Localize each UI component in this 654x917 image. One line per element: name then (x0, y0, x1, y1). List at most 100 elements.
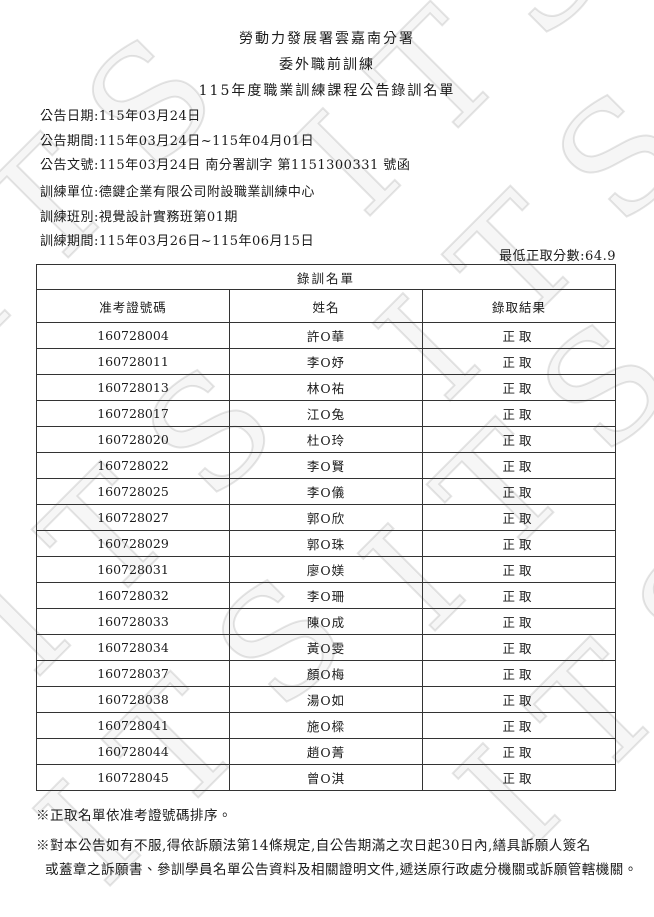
result-cell: 正取 (422, 426, 616, 453)
exam-number-cell: 160728025 (36, 478, 230, 505)
name-cell: 趙O菁 (229, 738, 423, 765)
table-row: 160728004 許O華 正取 (36, 322, 616, 349)
exam-number-cell: 160728038 (36, 686, 230, 713)
name-cell: 林O祐 (229, 374, 423, 401)
result-cell: 正取 (422, 738, 616, 765)
result-cell: 正取 (422, 400, 616, 427)
appeal-note-line2: 或蓋章之訴願書、參訓學員名單公告資料及相關證明文件,遞送原行政處分機關或訴願管轄… (45, 862, 638, 878)
exam-number-cell: 160728013 (36, 374, 230, 401)
admission-roster-table: 錄訓名單 准考證號碼 姓名 錄取結果 160728004 許O華 正取 1607280… (36, 264, 616, 791)
table-caption-row: 錄訓名單 (36, 264, 616, 290)
table-row: 160728037 顏O梅 正取 (36, 660, 616, 687)
announce-period-line: 公告期間:115年03月24日~115年04月01日 (40, 133, 315, 149)
result-cell: 正取 (422, 764, 616, 791)
result-cell: 正取 (422, 712, 616, 739)
exam-number-cell: 160728044 (36, 738, 230, 765)
table-row: 160728027 郭O欣 正取 (36, 504, 616, 531)
table-row: 160728044 趙O菁 正取 (36, 738, 616, 765)
column-header-result: 錄取結果 (422, 289, 616, 323)
result-cell: 正取 (422, 478, 616, 505)
name-cell: 郭O欣 (229, 504, 423, 531)
table-caption: 錄訓名單 (36, 264, 616, 290)
program-title: 委外職前訓練 (279, 57, 375, 73)
sort-order-note: ※正取名單依准考證號碼排序。 (36, 808, 232, 824)
name-cell: 施O樑 (229, 712, 423, 739)
minimum-score-note: 最低正取分數:64.9 (499, 249, 616, 264)
roster-table-head: 錄訓名單 准考證號碼 姓名 錄取結果 (36, 264, 616, 323)
table-row: 160728034 黃O雯 正取 (36, 634, 616, 661)
table-row: 160728022 李O賢 正取 (36, 452, 616, 479)
exam-number-cell: 160728031 (36, 556, 230, 583)
training-unit-line: 訓練單位:德鍵企業有限公司附設職業訓練中心 (40, 185, 315, 200)
document-content: 勞動力發展署雲嘉南分署 委外職前訓練 115年度職業訓練課程公告錄訓名單 公告日… (0, 26, 654, 882)
appeal-note-line1: ※對本公告如有不服,得依訴願法第14條規定,自公告期滿之次日起30日內,繕具訴願… (36, 838, 591, 854)
table-row: 160728029 郭O珠 正取 (36, 530, 616, 557)
table-row: 160728017 江O兔 正取 (36, 400, 616, 427)
result-cell: 正取 (422, 530, 616, 557)
result-cell: 正取 (422, 504, 616, 531)
result-cell: 正取 (422, 660, 616, 687)
document-titles: 勞動力發展署雲嘉南分署 委外職前訓練 115年度職業訓練課程公告錄訓名單 (0, 26, 654, 104)
name-cell: 廖O媄 (229, 556, 423, 583)
training-info: 訓練單位:德鍵企業有限公司附設職業訓練中心 訓練班別:視覺設計實務班第01期 訓… (40, 181, 315, 255)
name-cell: 郭O珠 (229, 530, 423, 557)
exam-number-cell: 160728041 (36, 712, 230, 739)
announce-date-line: 公告日期:115年03月24日 (40, 109, 201, 124)
name-cell: 曾O淇 (229, 764, 423, 791)
announce-number-line: 公告文號:115年03月24日 南分署訓字 第1151300331 號函 (40, 158, 411, 173)
exam-number-cell: 160728011 (36, 348, 230, 375)
document-title: 115年度職業訓練課程公告錄訓名單 (198, 83, 456, 99)
name-cell: 杜O玲 (229, 426, 423, 453)
table-header-row: 准考證號碼 姓名 錄取結果 (36, 289, 616, 323)
name-cell: 湯O如 (229, 686, 423, 713)
table-row: 160728011 李O妤 正取 (36, 348, 616, 375)
exam-number-cell: 160728027 (36, 504, 230, 531)
exam-number-cell: 160728034 (36, 634, 230, 661)
exam-number-cell: 160728032 (36, 582, 230, 609)
table-row: 160728041 施O樑 正取 (36, 712, 616, 739)
table-row: 160728033 陳O成 正取 (36, 608, 616, 635)
exam-number-cell: 160728033 (36, 608, 230, 635)
result-cell: 正取 (422, 608, 616, 635)
name-cell: 李O妤 (229, 348, 423, 375)
name-cell: 黃O雯 (229, 634, 423, 661)
result-cell: 正取 (422, 556, 616, 583)
exam-number-cell: 160728017 (36, 400, 230, 427)
table-row: 160728038 湯O如 正取 (36, 686, 616, 713)
name-cell: 陳O成 (229, 608, 423, 635)
table-row: 160728025 李O儀 正取 (36, 478, 616, 505)
result-cell: 正取 (422, 374, 616, 401)
table-row: 160728032 李O珊 正取 (36, 582, 616, 609)
name-cell: 江O兔 (229, 400, 423, 427)
exam-number-cell: 160728020 (36, 426, 230, 453)
result-cell: 正取 (422, 348, 616, 375)
exam-number-cell: 160728037 (36, 660, 230, 687)
result-cell: 正取 (422, 322, 616, 349)
announcement-info: 公告日期:115年03月24日 公告期間:115年03月24日~115年04月0… (40, 105, 410, 179)
training-class-line: 訓練班別:視覺設計實務班第01期 (40, 209, 238, 225)
name-cell: 李O賢 (229, 452, 423, 479)
training-period-line: 訓練期間:115年03月26日~115年06月15日 (40, 234, 315, 249)
table-row: 160728045 曾O淇 正取 (36, 764, 616, 791)
exam-number-cell: 160728022 (36, 452, 230, 479)
result-cell: 正取 (422, 686, 616, 713)
agency-title: 勞動力發展署雲嘉南分署 (239, 31, 415, 47)
column-header-exam-number: 准考證號碼 (36, 289, 230, 323)
exam-number-cell: 160728029 (36, 530, 230, 557)
name-cell: 李O珊 (229, 582, 423, 609)
exam-number-cell: 160728045 (36, 764, 230, 791)
exam-number-cell: 160728004 (36, 322, 230, 349)
result-cell: 正取 (422, 452, 616, 479)
result-cell: 正取 (422, 582, 616, 609)
name-cell: 許O華 (229, 322, 423, 349)
column-header-name: 姓名 (229, 289, 423, 323)
name-cell: 顏O梅 (229, 660, 423, 687)
footnotes: ※正取名單依准考證號碼排序。 ※對本公告如有不服,得依訴願法第14條規定,自公告… (36, 804, 638, 882)
admission-table-body: 160728004 許O華 正取 160728011 李O妤 正取 160728013 林O祐… (36, 322, 616, 791)
name-cell: 李O儀 (229, 478, 423, 505)
table-row: 160728031 廖O媄 正取 (36, 556, 616, 583)
table-row: 160728020 杜O玲 正取 (36, 426, 616, 453)
result-cell: 正取 (422, 634, 616, 661)
table-row: 160728013 林O祐 正取 (36, 374, 616, 401)
